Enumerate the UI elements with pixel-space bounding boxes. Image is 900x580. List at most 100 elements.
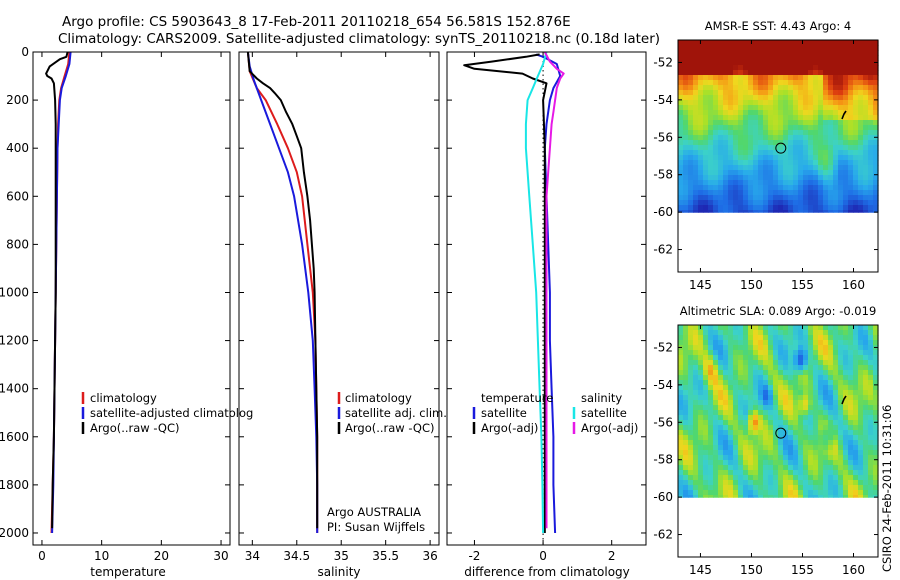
heatmap-cell xyxy=(703,380,709,386)
heatmap-cell xyxy=(813,110,819,116)
heatmap-cell xyxy=(863,400,869,406)
heatmap-cell xyxy=(853,185,859,191)
heatmap-cell xyxy=(803,340,809,346)
heatmap-cell xyxy=(713,375,719,381)
heatmap-cell xyxy=(753,210,759,213)
heatmap-cell xyxy=(793,395,799,401)
heatmap-cell xyxy=(778,195,784,201)
y-tick-label: 1000 xyxy=(0,285,29,299)
heatmap-cell xyxy=(803,120,809,126)
heatmap-cell xyxy=(823,125,829,131)
heatmap-cell xyxy=(733,390,739,396)
heatmap-cell xyxy=(718,440,724,446)
heatmap-cell xyxy=(798,450,804,456)
heatmap-cell xyxy=(843,435,849,441)
heatmap-cell xyxy=(733,495,739,498)
heatmap-cell xyxy=(758,420,764,426)
heatmap-cell xyxy=(863,420,869,426)
heatmap-cell xyxy=(683,340,689,346)
heatmap-cell xyxy=(773,410,779,416)
heatmap-cell xyxy=(768,195,774,201)
heatmap-cell xyxy=(853,125,859,131)
heatmap-cell xyxy=(678,370,684,376)
heatmap-cell xyxy=(693,105,699,111)
heatmap-cell xyxy=(838,45,844,51)
heatmap-cell xyxy=(753,340,759,346)
heatmap-cell xyxy=(828,90,834,96)
heatmap-cell xyxy=(803,190,809,196)
heatmap-cell xyxy=(783,100,789,106)
heatmap-cell xyxy=(863,465,869,471)
heatmap-cell xyxy=(853,440,859,446)
heatmap-cell xyxy=(858,105,864,111)
heatmap-cell xyxy=(678,110,684,116)
heatmap-cell xyxy=(723,475,729,481)
heatmap-cell xyxy=(843,60,849,66)
heatmap-cell xyxy=(713,120,719,126)
heatmap-cell xyxy=(733,360,739,366)
heatmap-cell xyxy=(813,395,819,401)
heatmap-cell xyxy=(873,460,879,466)
heatmap-cell xyxy=(703,475,709,481)
heatmap-cell xyxy=(748,95,754,101)
heatmap-cell xyxy=(788,40,794,46)
heatmap-cell xyxy=(778,355,784,361)
heatmap-cell xyxy=(813,65,819,71)
x-tick-label: 160 xyxy=(842,278,865,292)
heatmap-cell xyxy=(763,330,769,336)
heatmap-cell xyxy=(678,120,684,126)
heatmap-cell xyxy=(753,365,759,371)
heatmap-cell xyxy=(803,440,809,446)
heatmap-cell xyxy=(858,165,864,171)
heatmap-cell xyxy=(823,90,829,96)
heatmap-cell xyxy=(723,460,729,466)
heatmap-cell xyxy=(828,390,834,396)
heatmap-cell xyxy=(678,90,684,96)
heatmap-cell xyxy=(803,405,809,411)
heatmap-cell xyxy=(843,400,849,406)
heatmap-cell xyxy=(783,470,789,476)
argo-location-marker xyxy=(775,142,787,154)
heatmap-cell xyxy=(803,390,809,396)
heatmap-cell xyxy=(763,425,769,431)
heatmap-cell xyxy=(748,75,754,81)
heatmap-cell xyxy=(728,115,734,121)
heatmap-cell xyxy=(693,205,699,211)
heatmap-cell xyxy=(838,70,844,76)
heatmap-cell xyxy=(848,345,854,351)
heatmap-cell xyxy=(868,450,874,456)
legend-label-satellite-adjusted: satellite-adjusted climatolog xyxy=(90,406,253,420)
heatmap-cell xyxy=(843,135,849,141)
heatmap-cell xyxy=(758,190,764,196)
heatmap-cell xyxy=(833,470,839,476)
heatmap-cell xyxy=(718,450,724,456)
heatmap-cell xyxy=(798,395,804,401)
heatmap-cell xyxy=(818,470,824,476)
heatmap-cell xyxy=(678,170,684,176)
heatmap-cell xyxy=(818,420,824,426)
heatmap-cell xyxy=(743,140,749,146)
heatmap-cell xyxy=(828,170,834,176)
heatmap-cell xyxy=(708,450,714,456)
heatmap-cell xyxy=(783,460,789,466)
heatmap-cell xyxy=(703,180,709,186)
heatmap-cell xyxy=(813,470,819,476)
heatmap-cell xyxy=(688,150,694,156)
heatmap-cell xyxy=(768,185,774,191)
heatmap-cell xyxy=(758,100,764,106)
heatmap-cell xyxy=(833,75,839,81)
heatmap-cell xyxy=(693,115,699,121)
sst-map-title: AMSR-E SST: 4.43 Argo: 4 xyxy=(705,19,851,33)
heatmap-cell xyxy=(788,90,794,96)
heatmap-cell xyxy=(743,180,749,186)
heatmap-cell xyxy=(713,390,719,396)
heatmap-cell xyxy=(693,175,699,181)
heatmap-cell xyxy=(683,40,689,46)
heatmap-cell xyxy=(853,210,859,213)
heatmap-cell xyxy=(703,140,709,146)
heatmap-cell xyxy=(733,120,739,126)
heatmap-cell xyxy=(748,90,754,96)
heatmap-cell xyxy=(693,430,699,436)
heatmap-cell xyxy=(818,85,824,91)
heatmap-cell xyxy=(848,75,854,81)
